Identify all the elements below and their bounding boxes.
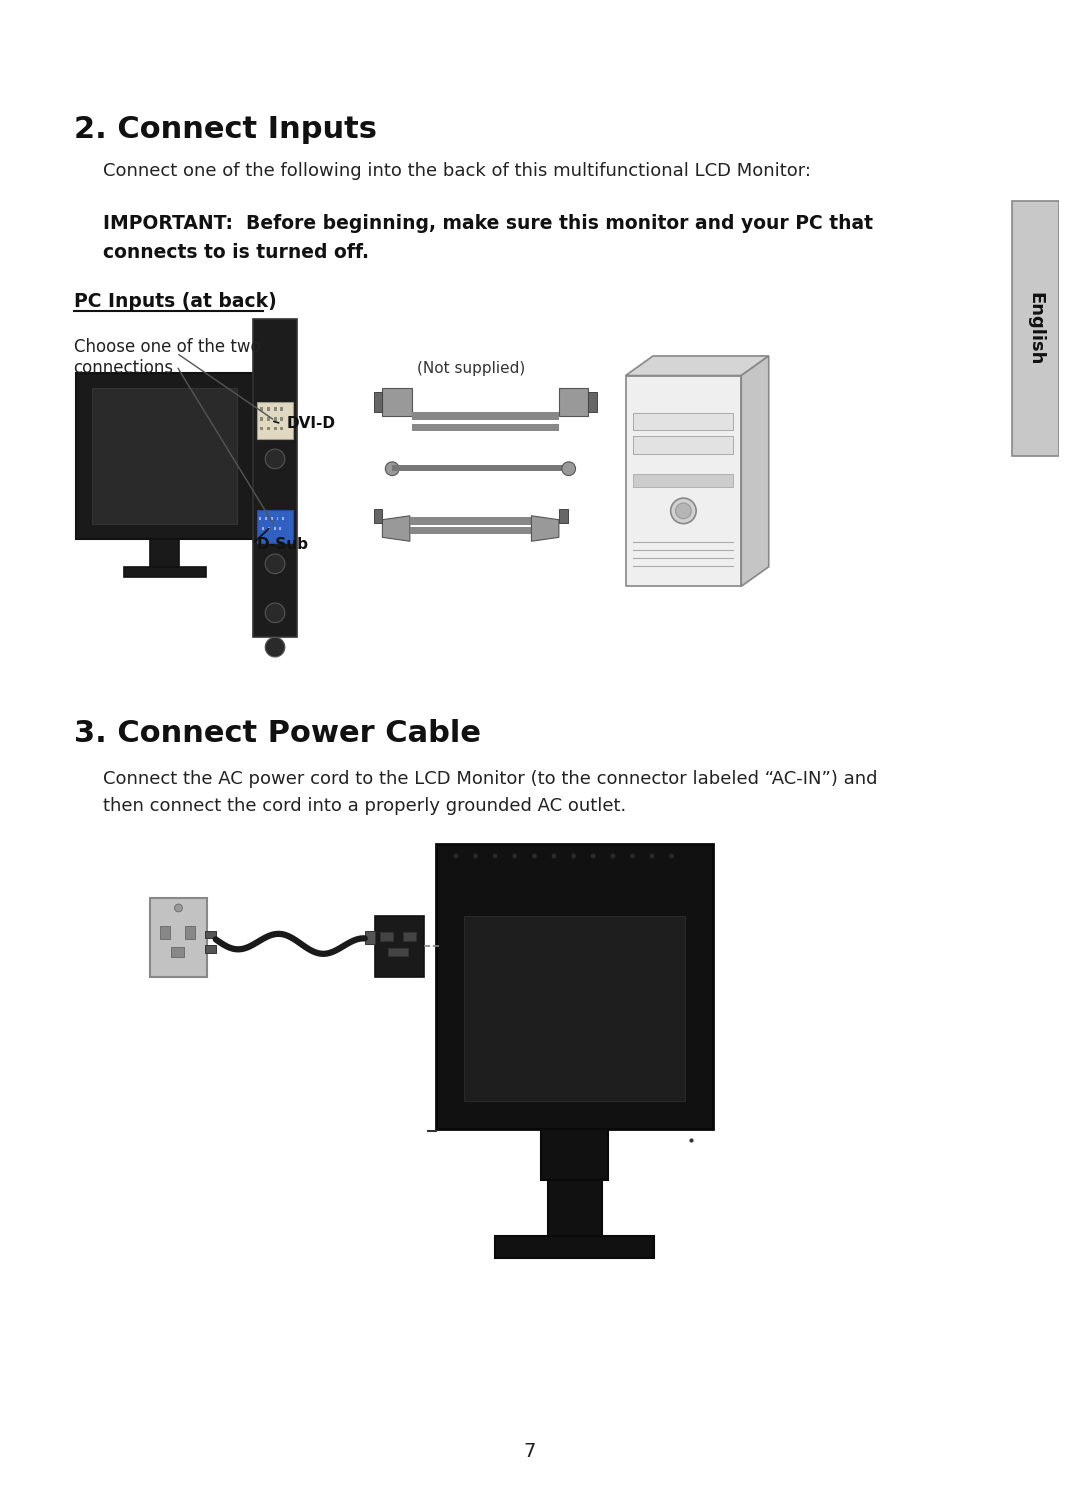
Bar xyxy=(265,517,267,520)
Text: connects to is turned off.: connects to is turned off. xyxy=(103,243,369,262)
Polygon shape xyxy=(531,516,558,541)
Circle shape xyxy=(473,854,478,859)
Circle shape xyxy=(610,854,616,859)
Text: Connect the AC power cord to the LCD Monitor (to the connector labeled “AC-IN”) : Connect the AC power cord to the LCD Mon… xyxy=(103,770,877,788)
Text: then connect the cord into a properly grounded AC outlet.: then connect the cord into a properly gr… xyxy=(103,797,626,815)
Text: DVI-D: DVI-D xyxy=(286,416,335,431)
Text: 7: 7 xyxy=(524,1441,536,1461)
Bar xyxy=(633,473,733,487)
Bar xyxy=(280,526,282,529)
Bar xyxy=(160,925,170,939)
Bar xyxy=(260,426,262,431)
Bar xyxy=(375,916,423,977)
Bar xyxy=(541,1128,608,1179)
Circle shape xyxy=(571,854,576,859)
Bar xyxy=(257,402,293,440)
Bar xyxy=(267,426,270,431)
Circle shape xyxy=(266,603,285,623)
Bar xyxy=(150,540,179,567)
Bar xyxy=(374,510,382,523)
Polygon shape xyxy=(382,516,409,541)
Bar xyxy=(273,407,276,411)
Bar xyxy=(261,526,264,529)
Bar xyxy=(281,407,283,411)
Bar xyxy=(392,464,569,470)
Text: IMPORTANT:  Before beginning, make sure this monitor and your PC that: IMPORTANT: Before beginning, make sure t… xyxy=(103,213,873,233)
Circle shape xyxy=(386,461,400,476)
Bar xyxy=(171,947,185,957)
Bar xyxy=(273,417,276,420)
Circle shape xyxy=(562,461,576,476)
Bar xyxy=(268,526,270,529)
Bar xyxy=(558,389,589,416)
Text: PC Inputs (at back): PC Inputs (at back) xyxy=(73,292,276,311)
Text: Choose one of the two
connections: Choose one of the two connections xyxy=(73,339,260,376)
Circle shape xyxy=(532,854,537,859)
Circle shape xyxy=(492,854,498,859)
Bar xyxy=(436,844,713,1128)
Text: 2. Connect Inputs: 2. Connect Inputs xyxy=(73,115,377,144)
Bar xyxy=(186,925,195,939)
Bar xyxy=(411,411,558,420)
Bar xyxy=(253,319,297,638)
Circle shape xyxy=(649,854,654,859)
Circle shape xyxy=(175,904,183,912)
Bar xyxy=(281,417,283,420)
Bar xyxy=(409,517,531,525)
Circle shape xyxy=(266,553,285,573)
Bar xyxy=(495,1237,654,1258)
Circle shape xyxy=(676,503,691,519)
Circle shape xyxy=(552,854,556,859)
Bar xyxy=(380,931,393,942)
Bar xyxy=(77,372,253,540)
Text: 3. Connect Power Cable: 3. Connect Power Cable xyxy=(73,718,481,748)
Circle shape xyxy=(512,854,517,859)
Circle shape xyxy=(671,497,697,523)
Bar xyxy=(92,389,238,523)
Bar xyxy=(282,517,284,520)
Bar xyxy=(463,916,686,1101)
Polygon shape xyxy=(625,355,769,375)
Circle shape xyxy=(266,638,285,658)
Bar xyxy=(260,407,262,411)
Circle shape xyxy=(670,854,674,859)
Bar xyxy=(259,517,260,520)
Bar xyxy=(276,517,279,520)
Circle shape xyxy=(591,854,596,859)
Bar xyxy=(374,392,382,411)
Bar xyxy=(271,517,272,520)
Bar xyxy=(1012,201,1059,457)
Bar xyxy=(260,417,262,420)
Bar xyxy=(257,510,293,543)
Bar xyxy=(633,437,733,454)
Text: English: English xyxy=(1026,292,1044,366)
Bar xyxy=(625,375,741,587)
Bar xyxy=(403,931,416,942)
Circle shape xyxy=(266,449,285,469)
Bar xyxy=(633,413,733,431)
Bar xyxy=(267,407,270,411)
Bar xyxy=(273,526,275,529)
Circle shape xyxy=(630,854,635,859)
Bar xyxy=(205,930,216,939)
Bar xyxy=(267,417,270,420)
Text: (Not supplied): (Not supplied) xyxy=(417,361,525,376)
Bar xyxy=(365,930,375,945)
Bar xyxy=(409,526,531,534)
Circle shape xyxy=(454,854,458,859)
Bar xyxy=(558,510,568,523)
Bar xyxy=(389,948,408,956)
Bar xyxy=(123,567,206,576)
Polygon shape xyxy=(741,355,769,587)
Bar xyxy=(411,423,558,431)
Bar xyxy=(205,945,216,953)
Bar xyxy=(382,389,411,416)
Bar xyxy=(548,1179,602,1237)
Bar xyxy=(150,898,207,977)
Text: D-Sub: D-Sub xyxy=(257,537,309,552)
Text: Connect one of the following into the back of this multifunctional LCD Monitor:: Connect one of the following into the ba… xyxy=(103,162,811,180)
Bar xyxy=(273,426,276,431)
Bar xyxy=(281,426,283,431)
Bar xyxy=(589,392,597,411)
